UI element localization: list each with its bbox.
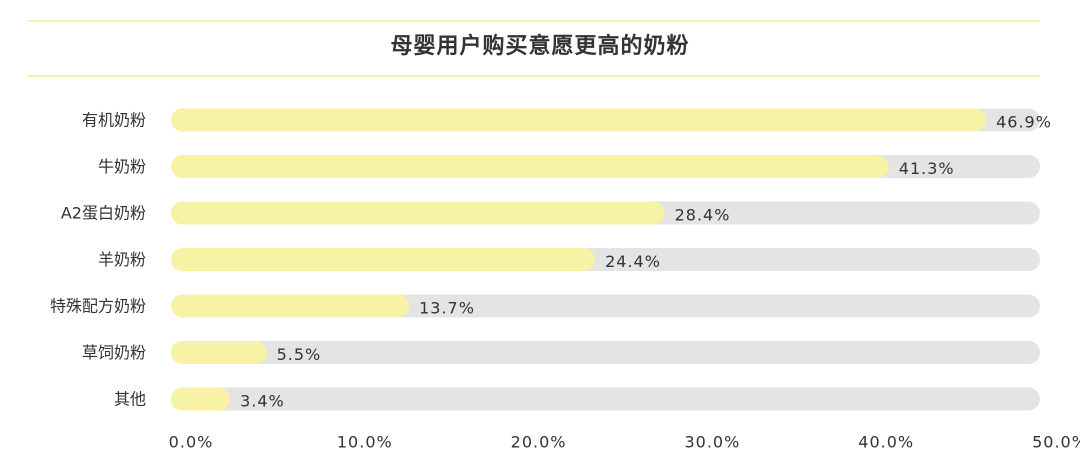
x-tick-label: 40.0%	[858, 433, 914, 452]
bar	[171, 155, 889, 178]
bar	[171, 201, 665, 225]
bar-track	[171, 341, 1040, 364]
x-tick-label: 20.0%	[511, 433, 567, 452]
x-tick-label: 10.0%	[337, 433, 393, 452]
bar	[171, 387, 231, 411]
x-tick-label: 30.0%	[684, 433, 740, 452]
data-label: 28.4%	[675, 206, 731, 225]
bar-track	[171, 387, 1040, 411]
data-label: 24.4%	[605, 252, 661, 271]
category-label: 其他	[114, 390, 146, 409]
category-label: A2蛋白奶粉	[61, 204, 146, 223]
category-label: 羊奶粉	[98, 250, 146, 269]
bar	[171, 108, 987, 132]
data-label: 5.5%	[277, 345, 322, 364]
category-label: 牛奶粉	[98, 157, 146, 176]
category-label: 草饲奶粉	[82, 343, 146, 362]
bar	[171, 341, 267, 364]
data-label: 46.9%	[996, 113, 1052, 132]
x-tick-label: 0.0%	[169, 433, 214, 452]
title-top-rule	[28, 20, 1040, 22]
category-label: 特殊配方奶粉	[50, 297, 146, 316]
bar	[171, 294, 410, 318]
title-bottom-rule	[28, 75, 1040, 77]
chart-title: 母婴用户购买意愿更高的奶粉	[390, 34, 690, 59]
data-label: 3.4%	[240, 392, 285, 411]
bar	[171, 248, 596, 271]
x-tick-label: 50.0%	[1032, 433, 1080, 452]
data-label: 13.7%	[419, 299, 475, 318]
data-label: 41.3%	[899, 159, 955, 178]
category-label: 有机奶粉	[82, 111, 146, 130]
